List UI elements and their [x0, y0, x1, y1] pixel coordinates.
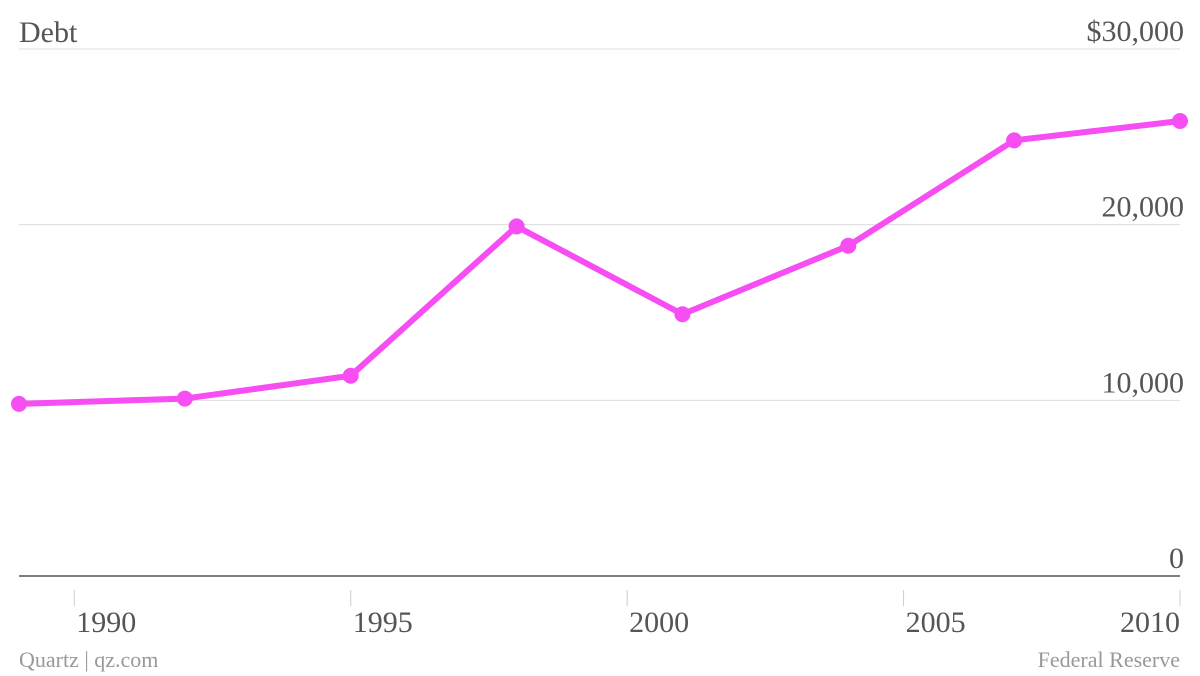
y-tick-label: 10,000 [1102, 366, 1185, 399]
y-tick-label: 0 [1169, 542, 1184, 575]
x-tick-label: 2010 [1120, 606, 1180, 639]
y-tick-label: 20,000 [1102, 191, 1185, 224]
data-point [1006, 132, 1023, 149]
data-point [840, 237, 857, 254]
x-tick-label: 2000 [629, 606, 689, 639]
data-line [18, 118, 1181, 407]
source: Federal Reserve [1038, 647, 1180, 672]
data-point [674, 306, 691, 323]
data-point [176, 390, 193, 407]
data-point [342, 367, 359, 384]
data-point [11, 395, 27, 412]
x-tick-label: 1990 [76, 606, 136, 639]
data-point [1172, 113, 1188, 130]
y-tick-label: $30,000 [1087, 15, 1185, 48]
x-tick-label: 1995 [353, 606, 413, 639]
credit: Quartz | qz.com [19, 647, 158, 672]
chart-title: Debt [19, 16, 78, 49]
data-point [508, 218, 525, 235]
x-tick-label: 2005 [906, 606, 966, 639]
